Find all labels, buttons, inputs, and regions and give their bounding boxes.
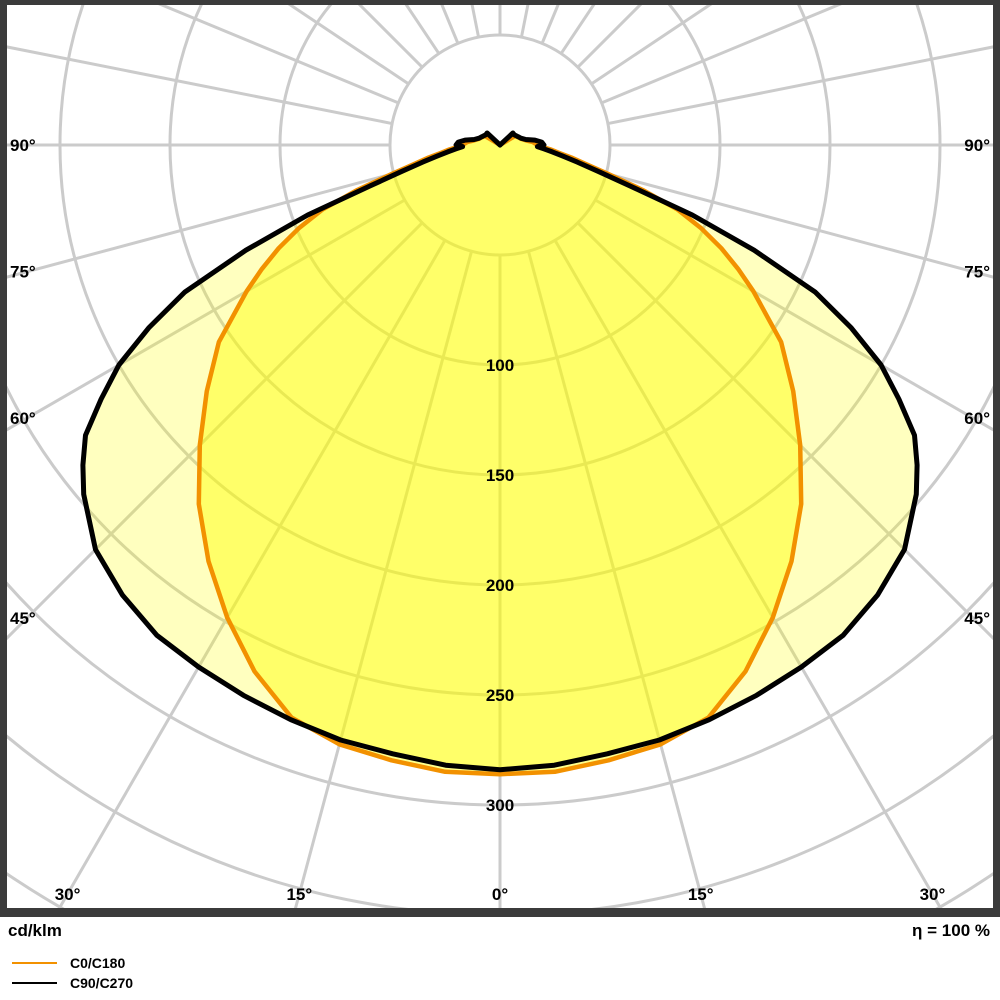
angle-label-bottom-left-0: 0° [492, 885, 508, 904]
grid-ray-60-right [594, 198, 993, 432]
grid-ray-upper-56.25-right [590, 5, 713, 86]
grid-ray-upper-67.5-left [158, 5, 399, 105]
plot-frame-bottom [0, 908, 1000, 917]
grid-ray-upper-22.5-right [540, 5, 560, 44]
legend-row-c90-c270: C90/C270 [12, 973, 133, 993]
legend: C0/C180 C90/C270 [12, 953, 133, 993]
angle-label-left-75: 75° [10, 263, 36, 282]
grid-ray-upper-78.75-left [7, 45, 393, 126]
angle-label-left-45: 45° [10, 609, 36, 628]
angle-label-right-60: 60° [964, 409, 990, 428]
angle-label-right-75: 75° [964, 263, 990, 282]
unit-label: cd/klm [8, 921, 62, 940]
angle-label-right-90: 90° [964, 136, 990, 155]
grid-ray-upper-78.75-right [607, 45, 993, 126]
grid-ray-45-right [576, 221, 993, 641]
plot-frame [0, 0, 1000, 917]
ring-label-200: 200 [486, 576, 514, 595]
angle-label-right-45: 45° [964, 609, 990, 628]
c90-c270-curve [80, 130, 920, 773]
grid-ray-upper-33.75-left [404, 5, 441, 55]
grid-ray-15-left [294, 250, 473, 908]
c90-c270-fill [82, 133, 918, 770]
legend-label: C90/C270 [70, 975, 134, 991]
grid-ray-upper-33.75-right [559, 5, 596, 55]
angle-label-bottom-left-15: 15° [286, 885, 312, 904]
grid-ray-15-right [527, 250, 706, 908]
legend-line-swatch [12, 962, 57, 964]
plot-frame-right [993, 0, 1000, 917]
plot-frame-left [0, 0, 7, 917]
legend-label: C0/C180 [70, 955, 126, 971]
grid-ray-60-left [7, 198, 406, 432]
angle-label-bottom-right-30: 30° [920, 885, 946, 904]
angle-label-left-90: 90° [10, 136, 36, 155]
ring-label-250: 250 [486, 686, 514, 705]
ring-label-100: 100 [486, 356, 514, 375]
grid-ray-30-left [57, 239, 447, 908]
ring-label-300: 300 [486, 796, 514, 815]
angle-label-left-60: 60° [10, 409, 36, 428]
legend-row-c0-c180: C0/C180 [12, 953, 133, 973]
grid-ray-75-right [605, 172, 993, 279]
plot-frame-top [0, 0, 1000, 5]
grid-ray-upper-22.5-left [440, 5, 460, 44]
grid-ray-30-right [553, 239, 943, 908]
grid-ray-upper-67.5-right [601, 5, 842, 105]
ring-label-150: 150 [486, 466, 514, 485]
legend-line-swatch [12, 982, 57, 984]
grid-ray-upper-56.25-left [287, 5, 410, 86]
grid-ray-75-left [7, 172, 395, 279]
angle-label-bottom-left-30: 30° [55, 885, 81, 904]
efficiency-label: η = 100 % [912, 921, 990, 940]
angle-label-bottom-right-15: 15° [688, 885, 714, 904]
grid-ray-45-left [7, 221, 424, 641]
c0-c180-fill [198, 135, 802, 775]
